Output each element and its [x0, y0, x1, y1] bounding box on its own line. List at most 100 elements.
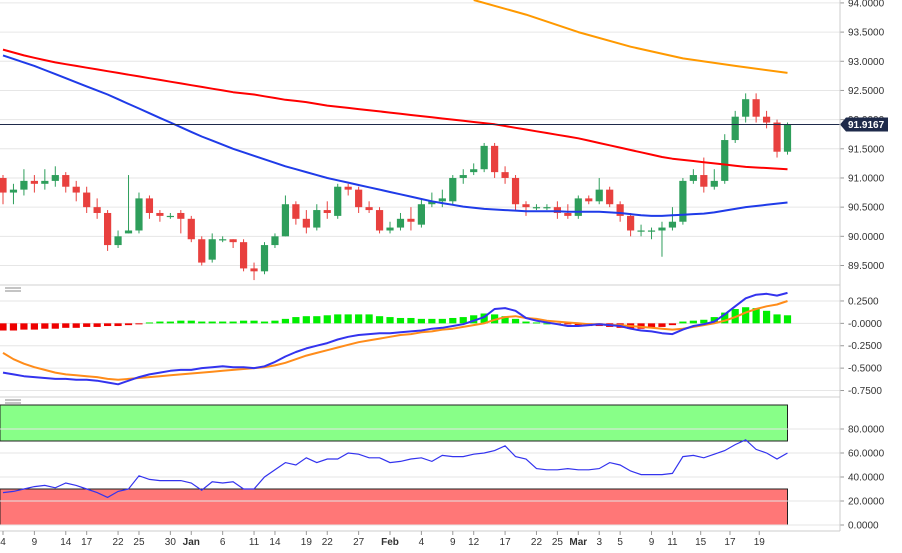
- candle-body: [250, 268, 258, 272]
- macd-histogram-bar: [543, 323, 551, 325]
- candle-body: [742, 99, 750, 117]
- candle: [156, 210, 164, 222]
- macd-histogram-bar: [9, 323, 18, 331]
- candle-body: [260, 245, 269, 272]
- price-tick-label: 93.5000: [848, 28, 885, 39]
- macd-histogram-bar: [522, 321, 530, 324]
- rsi-tick-label: 20.0000: [848, 497, 885, 508]
- x-tick-label: 19: [754, 537, 766, 548]
- candle: [783, 122, 792, 155]
- candle: [145, 195, 154, 219]
- macd-drag-handle[interactable]: [5, 287, 21, 292]
- candle-body: [114, 236, 122, 246]
- x-tick-label: 17: [81, 537, 93, 548]
- candle: [511, 175, 520, 211]
- candle: [0, 175, 7, 205]
- rsi-line: [2, 439, 788, 499]
- macd-histogram-bar: [93, 323, 101, 327]
- candle: [616, 201, 624, 222]
- price-tick-label: 92.5000: [848, 86, 885, 97]
- candle: [668, 207, 677, 231]
- x-tick-label: 19: [301, 537, 313, 548]
- macd-histogram-bar: [229, 321, 237, 324]
- candle: [313, 204, 321, 231]
- candle-body: [93, 207, 101, 213]
- candle: [574, 195, 582, 219]
- candle: [417, 198, 425, 228]
- candle: [334, 183, 342, 219]
- x-tick-label: 25: [552, 537, 564, 548]
- candle-body: [616, 204, 624, 216]
- macd-histogram-bar: [783, 315, 792, 324]
- macd-histogram-bar: [104, 323, 112, 327]
- candle: [689, 169, 697, 184]
- x-tick-label: Feb: [381, 537, 399, 548]
- candle-body: [198, 239, 206, 263]
- candle-body: [396, 218, 405, 228]
- candle-body: [647, 230, 656, 232]
- candle: [104, 210, 112, 251]
- macd-histogram-bar: [365, 314, 373, 324]
- macd-histogram-bar: [187, 320, 195, 324]
- macd-histogram-bar: [30, 323, 38, 330]
- price-tick-label: 94.0000: [848, 0, 885, 9]
- rsi-panel: 80.0000 60.0000 40.0000 20.0000 0.0000: [0, 404, 885, 532]
- candle: [407, 207, 415, 231]
- macd-histogram-bar: [250, 320, 258, 324]
- x-tick-label: 22: [322, 537, 334, 548]
- candle-body: [637, 230, 645, 232]
- candle: [710, 169, 718, 190]
- macd-histogram-bar: [177, 320, 185, 324]
- candle-body: [480, 145, 488, 170]
- x-tick-label: 4: [0, 537, 6, 548]
- candle: [459, 169, 467, 184]
- rsi-oversold-zone: [0, 488, 788, 526]
- candle: [396, 212, 405, 231]
- candle: [198, 236, 206, 266]
- macd-histogram-bar: [292, 317, 300, 324]
- candle-body: [428, 201, 436, 205]
- candle: [271, 233, 279, 248]
- macd-histogram-bar: [501, 316, 509, 324]
- candle-body: [375, 210, 384, 231]
- x-tick-label: 30: [165, 537, 177, 548]
- candle: [208, 233, 216, 263]
- candle-body: [417, 204, 425, 225]
- macd-histogram-bar: [302, 316, 310, 324]
- candle-body: [83, 192, 91, 208]
- candle: [627, 212, 635, 237]
- candlesticks: [0, 93, 792, 281]
- candle-body: [156, 212, 164, 216]
- macd-histogram-bar: [375, 316, 384, 324]
- candle-body: [710, 180, 718, 187]
- macd-histogram-bar: [355, 314, 363, 324]
- macd-histogram-bar: [647, 323, 656, 328]
- rsi-tick-label: 80.0000: [848, 425, 885, 436]
- macd-histogram-bar: [752, 308, 760, 324]
- candle: [522, 201, 530, 216]
- candle: [428, 192, 436, 208]
- macd-histogram-bar: [428, 318, 436, 324]
- macd-tick-label: -0.5000: [848, 364, 882, 375]
- candle: [166, 212, 174, 219]
- candle-body: [135, 198, 143, 231]
- candle-body: [281, 204, 290, 237]
- candle: [344, 183, 352, 196]
- rsi-drag-handle[interactable]: [5, 399, 21, 404]
- candle-body: [491, 145, 499, 173]
- candle-body: [511, 177, 520, 205]
- moving-averages: [2, 0, 788, 217]
- candle-body: [302, 218, 310, 228]
- x-tick-label: 14: [269, 537, 281, 548]
- x-tick-label: 22: [112, 537, 124, 548]
- panel-separators: [0, 0, 841, 531]
- candle-body: [72, 186, 80, 193]
- candle: [20, 169, 28, 196]
- rsi-tick-label: 60.0000: [848, 449, 885, 460]
- x-tick-label: 14: [60, 537, 72, 548]
- macd-histogram-bar: [239, 320, 248, 324]
- macd-histogram-bar: [668, 323, 677, 326]
- macd-histogram-bar: [511, 318, 520, 324]
- candle-body: [145, 198, 154, 213]
- current-price-tag: 91.9167: [840, 117, 888, 132]
